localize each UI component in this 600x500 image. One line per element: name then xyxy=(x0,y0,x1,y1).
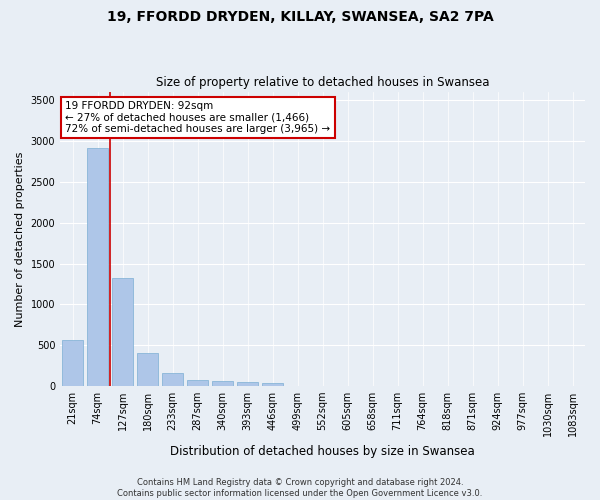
Bar xyxy=(237,382,258,386)
Y-axis label: Number of detached properties: Number of detached properties xyxy=(15,152,25,326)
Bar xyxy=(187,380,208,386)
Text: 19, FFORDD DRYDEN, KILLAY, SWANSEA, SA2 7PA: 19, FFORDD DRYDEN, KILLAY, SWANSEA, SA2 … xyxy=(107,10,493,24)
Bar xyxy=(62,340,83,386)
Text: Contains HM Land Registry data © Crown copyright and database right 2024.
Contai: Contains HM Land Registry data © Crown c… xyxy=(118,478,482,498)
Bar xyxy=(112,278,133,386)
Bar xyxy=(212,382,233,386)
Text: 19 FFORDD DRYDEN: 92sqm
← 27% of detached houses are smaller (1,466)
72% of semi: 19 FFORDD DRYDEN: 92sqm ← 27% of detache… xyxy=(65,101,331,134)
X-axis label: Distribution of detached houses by size in Swansea: Distribution of detached houses by size … xyxy=(170,444,475,458)
Title: Size of property relative to detached houses in Swansea: Size of property relative to detached ho… xyxy=(156,76,490,90)
Bar xyxy=(87,148,108,386)
Bar xyxy=(137,353,158,386)
Bar xyxy=(162,374,183,386)
Bar xyxy=(262,383,283,386)
